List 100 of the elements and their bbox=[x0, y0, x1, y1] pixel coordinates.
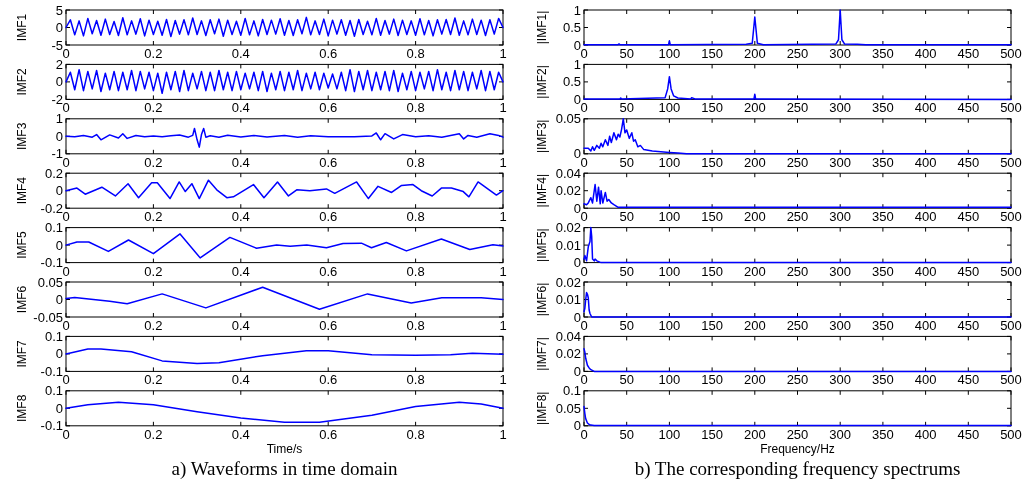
y-axis-title: IMF5 bbox=[15, 231, 29, 259]
x-tick-label: 450 bbox=[957, 154, 980, 170]
x-tick-label: 300 bbox=[829, 154, 852, 170]
x-tick-label: 0.8 bbox=[406, 318, 425, 333]
y-tick-label: 0.05 bbox=[555, 111, 581, 127]
x-tick-label: 1 bbox=[499, 372, 507, 388]
x-tick-label: 300 bbox=[829, 318, 852, 333]
line-series bbox=[65, 68, 504, 95]
x-tick-label: 0.4 bbox=[231, 154, 250, 170]
x-tick-label: 0.2 bbox=[144, 318, 163, 333]
y-tick-label: 0.1 bbox=[562, 383, 581, 399]
x-tick-label: 50 bbox=[619, 154, 634, 170]
x-tick-label: 150 bbox=[701, 372, 723, 388]
line-series bbox=[65, 233, 504, 259]
x-tick-label: 350 bbox=[872, 263, 894, 279]
x-tick-label: 250 bbox=[786, 46, 809, 61]
x-tick-label: 250 bbox=[786, 209, 809, 225]
x-tick-label: 0.2 bbox=[144, 46, 163, 61]
x-tick-label: 500 bbox=[1000, 372, 1022, 388]
y-axis-title: |IMF2| bbox=[535, 65, 549, 99]
y-tick-label: 0 bbox=[55, 183, 63, 199]
x-tick-label: 250 bbox=[786, 372, 809, 388]
line-series bbox=[65, 127, 504, 148]
x-tick-label: 0.8 bbox=[406, 209, 425, 225]
x-tick-label: 0.4 bbox=[231, 318, 250, 333]
y-tick-label: 0.02 bbox=[555, 346, 581, 362]
x-tick-label: 100 bbox=[658, 154, 681, 170]
x-tick-label: 300 bbox=[829, 372, 852, 388]
x-tick-label: 0.2 bbox=[144, 263, 163, 279]
x-tick-label: 150 bbox=[701, 154, 723, 170]
x-tick-label: 350 bbox=[872, 154, 894, 170]
x-tick-label: 500 bbox=[1000, 46, 1022, 61]
y-tick-label: 0 bbox=[55, 400, 63, 416]
y-tick-label: 1 bbox=[55, 111, 63, 127]
x-tick-label: 350 bbox=[872, 100, 894, 116]
x-tick-label: 50 bbox=[619, 46, 634, 61]
line-series bbox=[583, 9, 1012, 46]
y-tick-label: 0.01 bbox=[555, 292, 581, 308]
x-tick-label: 0.4 bbox=[231, 209, 250, 225]
x-tick-label: 0.6 bbox=[319, 46, 338, 61]
line-series bbox=[583, 347, 1012, 373]
x-tick-label: 450 bbox=[957, 209, 980, 225]
y-tick-label: 0.02 bbox=[555, 220, 581, 236]
x-tick-label: 200 bbox=[743, 100, 766, 116]
x-tick-label: 0.2 bbox=[144, 209, 163, 225]
x-tick-label: 150 bbox=[701, 318, 723, 333]
x-tick-label: 350 bbox=[872, 209, 894, 225]
x-tick-label: 450 bbox=[957, 263, 980, 279]
y-tick-label: 1 bbox=[573, 56, 581, 72]
x-tick-label: 450 bbox=[957, 318, 980, 333]
x-tick-label: 150 bbox=[701, 426, 723, 442]
x-tick-label: 450 bbox=[957, 100, 980, 116]
line-series bbox=[583, 118, 1012, 155]
x-tick-label: 0.8 bbox=[406, 100, 425, 116]
y-axis-title: |IMF3| bbox=[535, 119, 549, 154]
x-tick-label: 0.4 bbox=[231, 263, 250, 279]
y-tick-label: 0.5 bbox=[562, 74, 581, 90]
x-tick-label: 350 bbox=[872, 318, 894, 333]
x-tick-label: 50 bbox=[619, 263, 634, 279]
y-tick-label: 0.04 bbox=[555, 328, 581, 344]
y-tick-label: 5 bbox=[55, 2, 63, 18]
x-tick-label: 0.2 bbox=[144, 426, 163, 442]
text: a) Waveforms in time domain bbox=[171, 457, 399, 480]
x-tick-label: 400 bbox=[914, 46, 937, 61]
y-tick-label: 0.04 bbox=[555, 165, 581, 181]
x-tick-label: 200 bbox=[743, 426, 766, 442]
x-tick-label: 300 bbox=[829, 426, 852, 442]
y-tick-label: 0 bbox=[55, 292, 63, 308]
y-tick-label: 0.02 bbox=[555, 183, 581, 199]
y-axis-title: |IMF4| bbox=[535, 173, 549, 208]
x-tick-label: 1 bbox=[499, 318, 507, 333]
y-tick-label: -2 bbox=[51, 91, 63, 107]
y-tick-label: 2 bbox=[55, 56, 63, 72]
x-tick-label: 450 bbox=[957, 372, 980, 388]
x-tick-label: 50 bbox=[619, 426, 634, 442]
y-tick-label: 0.02 bbox=[555, 274, 581, 290]
y-axis-title: IMF3 bbox=[15, 122, 29, 150]
line-series bbox=[65, 401, 504, 424]
x-tick-label: 350 bbox=[872, 46, 894, 61]
y-tick-label: 0.05 bbox=[555, 400, 581, 416]
y-axis-title: IMF2 bbox=[15, 67, 29, 96]
x-tick-label: 1 bbox=[499, 154, 507, 170]
y-axis-title: IMF6 bbox=[15, 285, 29, 314]
line-series bbox=[65, 286, 504, 311]
x-tick-label: 0.2 bbox=[144, 154, 163, 170]
x-tick-label: 100 bbox=[658, 209, 681, 225]
y-axis-title: IMF7 bbox=[15, 339, 29, 368]
y-tick-label: 0.2 bbox=[44, 165, 63, 181]
x-tick-label: 250 bbox=[786, 263, 809, 279]
y-tick-label: -0.1 bbox=[40, 363, 63, 379]
x-tick-label: 500 bbox=[1000, 318, 1022, 333]
x-axis-title: Time/s bbox=[266, 441, 303, 456]
x-tick-label: 200 bbox=[743, 263, 766, 279]
x-tick-label: 0.8 bbox=[406, 154, 425, 170]
x-tick-label: 400 bbox=[914, 318, 937, 333]
x-axis-title: Frequency/Hz bbox=[760, 441, 835, 456]
x-tick-label: 0.2 bbox=[144, 372, 163, 388]
x-tick-label: 0.8 bbox=[406, 372, 425, 388]
x-tick-label: 200 bbox=[743, 154, 766, 170]
x-tick-label: 0.4 bbox=[231, 46, 250, 61]
